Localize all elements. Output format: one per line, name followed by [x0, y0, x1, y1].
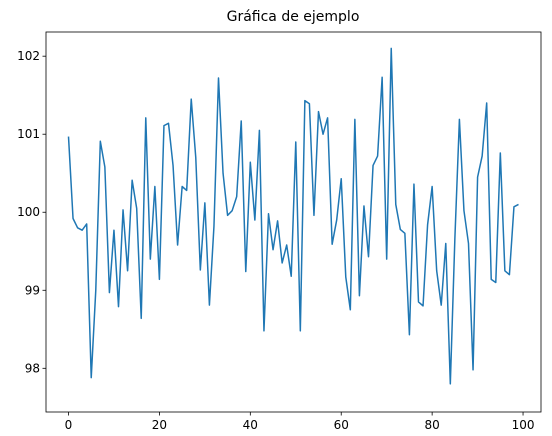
chart-title: Gráfica de ejemplo [227, 9, 360, 25]
x-tick-label: 20 [152, 418, 167, 432]
y-tick-label: 100 [17, 205, 40, 219]
x-tick-label: 40 [243, 418, 258, 432]
y-tick-label: 101 [17, 127, 40, 141]
x-tick-label: 60 [334, 418, 349, 432]
x-tick-label: 0 [65, 418, 73, 432]
axes-frame [45, 31, 542, 413]
line-series [67, 47, 519, 385]
y-tick-label: 102 [17, 49, 40, 63]
y-tick-label: 99 [25, 283, 40, 297]
y-tick-label: 98 [25, 361, 40, 375]
x-tick-label: 100 [512, 418, 535, 432]
x-tick-label: 80 [424, 418, 439, 432]
